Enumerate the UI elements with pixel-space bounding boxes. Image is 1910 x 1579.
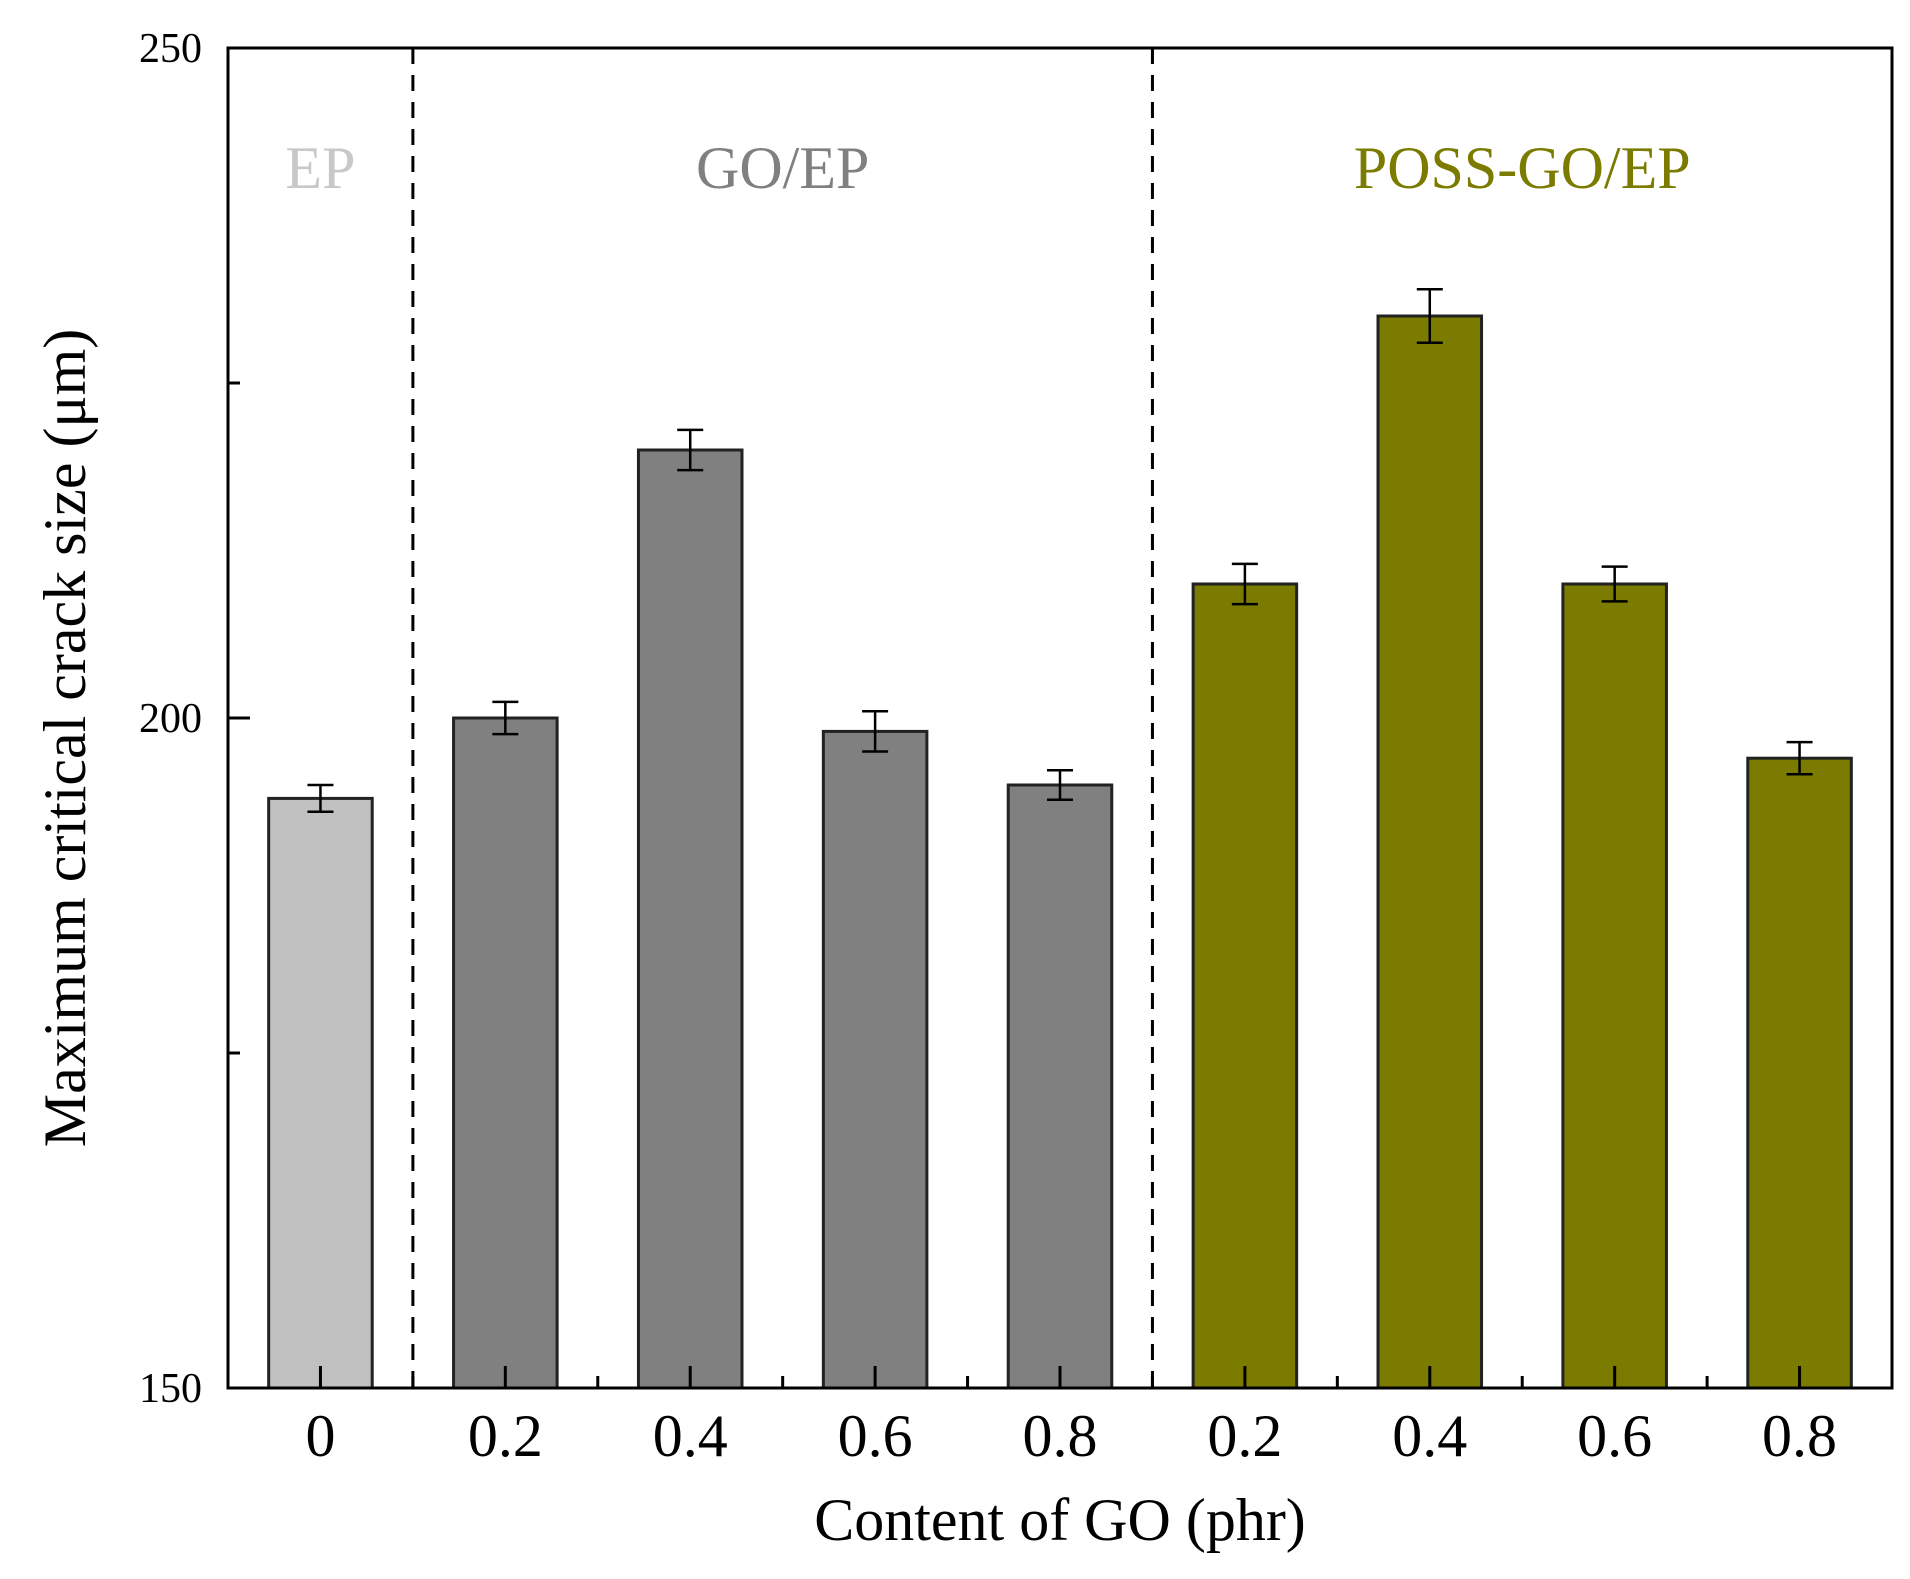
y-tick-label-3: 250: [139, 26, 202, 72]
x-tick-label-1: 0: [305, 1403, 335, 1469]
axis-ticks: [228, 46, 1802, 1390]
bar-1: [267, 796, 374, 1390]
bars-layer: [267, 314, 1853, 1390]
y-tick-label-2: 200: [139, 696, 202, 742]
bar-4: [821, 729, 929, 1390]
x-tick-label-8: 0.6: [1577, 1403, 1652, 1469]
x-axis-title: Content of GO (phr): [814, 1487, 1306, 1553]
bar-9: [1746, 756, 1853, 1390]
bar-2: [452, 716, 559, 1390]
bar-7: [1376, 314, 1484, 1390]
y-axis-title: Maximum critical crack size (μm): [32, 329, 98, 1148]
group-label-1: EP: [285, 135, 355, 201]
x-tick-label-2: 0.2: [468, 1403, 543, 1469]
x-tick-label-6: 0.2: [1207, 1403, 1282, 1469]
group-labels: EP GO/EP POSS-GO/EP: [285, 135, 1690, 201]
x-tick-label-4: 0.6: [838, 1403, 913, 1469]
x-tick-label-7: 0.4: [1392, 1403, 1467, 1469]
error-bars-layer: [307, 287, 1813, 814]
group-label-2: GO/EP: [696, 135, 869, 201]
bar-3: [636, 448, 744, 1390]
x-tick-label-3: 0.4: [653, 1403, 728, 1469]
bar-8: [1561, 582, 1668, 1390]
x-tick-label-5: 0.8: [1023, 1403, 1098, 1469]
bar-5: [1006, 783, 1114, 1390]
group-separators: [411, 48, 1154, 1388]
y-tick-labels: 150 200 250: [139, 26, 202, 1412]
x-tick-label-9: 0.8: [1762, 1403, 1837, 1469]
group-label-3: POSS-GO/EP: [1354, 135, 1691, 201]
x-tick-labels: 0 0.2 0.4 0.6 0.8 0.2 0.4 0.6 0.8: [305, 1403, 1837, 1469]
bar-6: [1191, 582, 1299, 1390]
y-tick-label-1: 150: [139, 1366, 202, 1412]
